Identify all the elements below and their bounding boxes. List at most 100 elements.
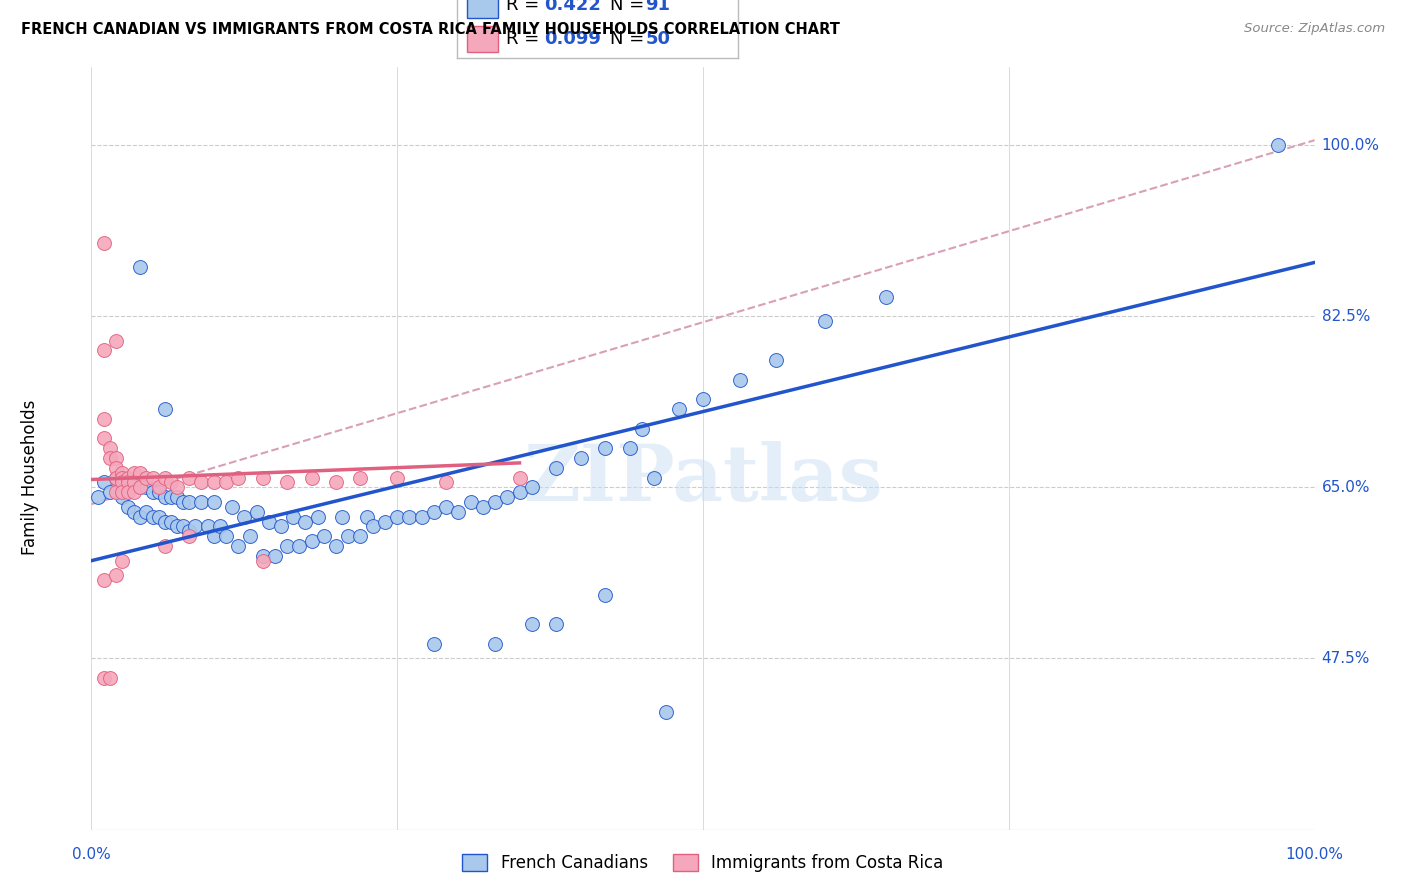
Point — [226, 539, 249, 553]
Point — [135, 505, 157, 519]
Point — [252, 470, 274, 484]
Point — [153, 490, 176, 504]
Text: 100.0%: 100.0% — [1322, 137, 1379, 153]
Point — [129, 260, 152, 275]
Point — [301, 470, 323, 484]
Point — [202, 475, 225, 490]
Point — [325, 539, 347, 553]
Point — [179, 495, 201, 509]
Point — [141, 470, 163, 484]
Point — [104, 450, 127, 465]
Point — [160, 515, 183, 529]
Point — [257, 515, 280, 529]
Point — [93, 343, 115, 358]
Point — [117, 475, 139, 490]
Point — [447, 505, 470, 519]
Point — [93, 573, 115, 587]
Point — [398, 509, 420, 524]
Point — [233, 509, 256, 524]
Point — [153, 470, 176, 484]
Point — [153, 539, 176, 553]
Text: 0.422: 0.422 — [544, 0, 600, 13]
Point — [643, 470, 665, 484]
Text: 65.0%: 65.0% — [1322, 480, 1369, 495]
Point — [98, 485, 121, 500]
Point — [148, 480, 170, 494]
Point — [239, 529, 262, 543]
Point — [117, 470, 139, 484]
Point — [86, 490, 108, 504]
Point — [252, 549, 274, 563]
Point — [434, 475, 457, 490]
Point — [129, 466, 152, 480]
Point — [301, 534, 323, 549]
Point — [215, 475, 238, 490]
Text: 82.5%: 82.5% — [1322, 309, 1369, 324]
Point — [288, 539, 311, 553]
Point — [520, 480, 543, 494]
Point — [356, 509, 378, 524]
Point — [619, 442, 641, 456]
Point — [141, 485, 163, 500]
Text: Source: ZipAtlas.com: Source: ZipAtlas.com — [1244, 22, 1385, 36]
Point — [765, 353, 787, 368]
Point — [875, 290, 898, 304]
Point — [111, 485, 134, 500]
Point — [692, 392, 714, 407]
Point — [385, 509, 409, 524]
Point — [202, 495, 225, 509]
Point — [276, 539, 298, 553]
Point — [98, 671, 121, 685]
Point — [215, 529, 238, 543]
Point — [148, 509, 170, 524]
Point — [98, 450, 121, 465]
Point — [361, 519, 384, 533]
Point — [129, 480, 152, 494]
Point — [104, 470, 127, 484]
Legend: French Canadians, Immigrants from Costa Rica: French Canadians, Immigrants from Costa … — [456, 847, 950, 879]
Text: R =: R = — [506, 0, 546, 13]
Point — [93, 432, 115, 446]
Point — [190, 495, 212, 509]
Point — [117, 475, 139, 490]
Point — [135, 470, 157, 484]
Text: R =: R = — [506, 30, 546, 48]
Point — [148, 485, 170, 500]
Point — [202, 529, 225, 543]
Point — [270, 519, 292, 533]
Point — [111, 470, 134, 484]
Point — [283, 509, 305, 524]
Point — [337, 529, 360, 543]
Point — [631, 422, 654, 436]
Point — [245, 505, 267, 519]
Point — [520, 617, 543, 632]
Point — [312, 529, 335, 543]
Point — [184, 519, 207, 533]
Point — [434, 500, 457, 514]
Point — [93, 671, 115, 685]
Point — [111, 475, 134, 490]
Point — [208, 519, 231, 533]
Point — [349, 470, 371, 484]
Point — [179, 524, 201, 539]
FancyBboxPatch shape — [467, 26, 498, 52]
Point — [111, 466, 134, 480]
Point — [655, 705, 678, 719]
Text: ZIPatlas: ZIPatlas — [523, 441, 883, 516]
Point — [423, 637, 446, 651]
Point — [325, 475, 347, 490]
Point — [122, 466, 145, 480]
Point — [122, 485, 145, 500]
Point — [423, 505, 446, 519]
Point — [111, 490, 134, 504]
Text: 100.0%: 100.0% — [1285, 847, 1344, 863]
Point — [349, 529, 371, 543]
Point — [460, 495, 482, 509]
Point — [122, 475, 145, 490]
Point — [814, 314, 837, 328]
Point — [166, 519, 188, 533]
Text: 0.0%: 0.0% — [72, 847, 111, 863]
Point — [98, 442, 121, 456]
Text: 91: 91 — [645, 0, 671, 13]
Point — [509, 470, 531, 484]
